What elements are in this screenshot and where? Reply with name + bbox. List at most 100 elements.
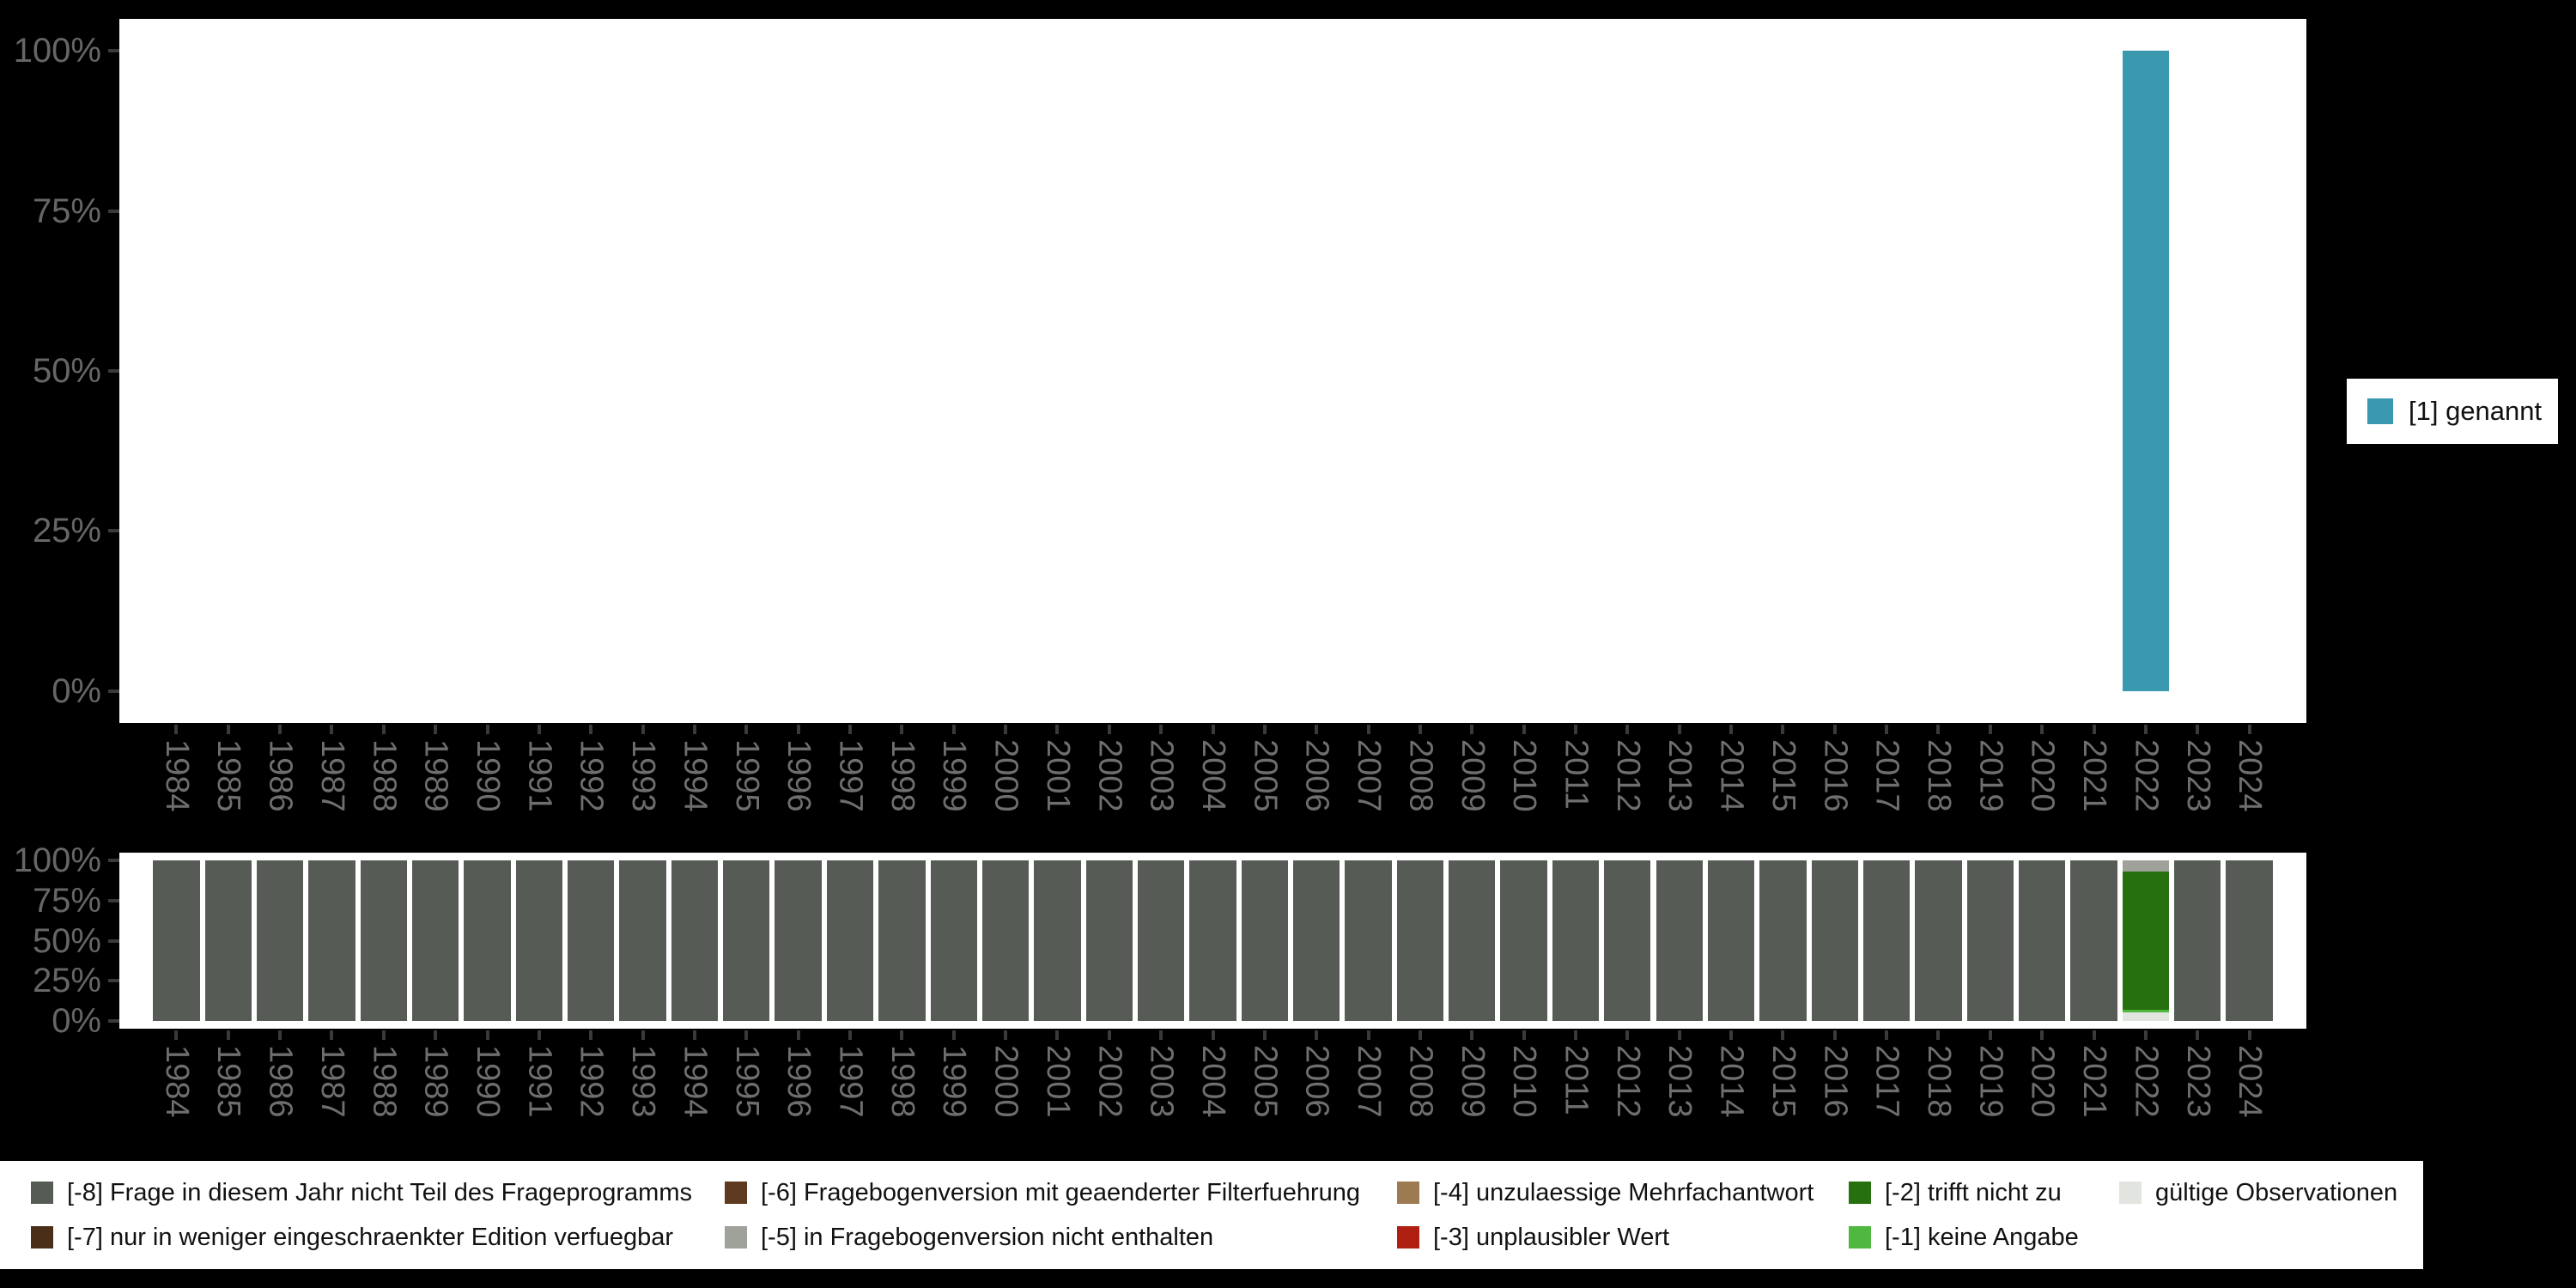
x-tick-label-1996: 1996 (781, 1045, 817, 1118)
legend-label-genannt: [1] genannt (2409, 396, 2543, 426)
x-tick (1055, 1030, 1060, 1040)
legend-item: [-2] trifft nicht zu (1849, 1180, 2062, 1206)
y-tick-label: 0% (52, 1001, 101, 1040)
x-tick (1936, 1030, 1941, 1040)
bar-segment-2022 (2122, 51, 2170, 691)
x-tick (589, 725, 593, 734)
x-tick (278, 725, 283, 734)
x-tick-label-2019: 2019 (1972, 739, 2009, 812)
x-tick-label-2005: 2005 (1247, 1045, 1284, 1118)
x-tick-label-2003: 2003 (1143, 739, 1180, 812)
x-tick (1729, 1030, 1734, 1040)
x-tick-label-2023: 2023 (2179, 739, 2216, 812)
x-tick (1988, 725, 1992, 734)
y-tick (108, 49, 119, 53)
x-tick-label-1996: 1996 (781, 739, 817, 812)
x-tick (692, 725, 696, 734)
x-tick-label-2010: 2010 (1506, 1045, 1543, 1118)
x-tick (1211, 725, 1215, 734)
legend-swatch (725, 1226, 747, 1249)
x-tick (174, 1030, 179, 1040)
x-tick-label-2023: 2023 (2179, 1045, 2216, 1118)
bar-segment-2012 (1604, 860, 1651, 1021)
x-tick-label-2010: 2010 (1506, 739, 1543, 812)
x-tick-label-2002: 2002 (1091, 1045, 1128, 1118)
x-tick-label-1987: 1987 (313, 1045, 350, 1118)
x-tick-label-1998: 1998 (884, 1045, 920, 1118)
x-tick (1004, 1030, 1008, 1040)
x-tick-label-2022: 2022 (2128, 1045, 2165, 1118)
x-tick (1418, 725, 1422, 734)
bar-segment-1990 (464, 860, 511, 1021)
x-tick (1470, 725, 1474, 734)
bar-segment-1987 (308, 860, 355, 1021)
bar-segment-2004 (1189, 860, 1236, 1021)
x-tick (1885, 1030, 1889, 1040)
x-tick-label-1986: 1986 (262, 1045, 299, 1118)
x-tick (1781, 1030, 1785, 1040)
y-tick (108, 369, 119, 373)
x-tick-label-1988: 1988 (366, 739, 403, 812)
x-tick-label-2015: 2015 (1765, 1045, 1801, 1118)
x-tick (1262, 1030, 1267, 1040)
x-tick-label-2017: 2017 (1868, 1045, 1905, 1118)
x-tick-label-1994: 1994 (677, 739, 714, 812)
x-tick-label-2012: 2012 (1609, 739, 1646, 812)
x-tick (1418, 1030, 1422, 1040)
y-tick-label: 100% (13, 841, 101, 880)
bar-segment-2014 (1707, 860, 1755, 1021)
x-tick-label-2018: 2018 (1920, 1045, 1957, 1118)
bar-segment-2019 (1966, 860, 2014, 1021)
legend-item: [-4] unzulaessige Mehrfachantwort (1397, 1180, 1814, 1206)
legend-label: gültige Observationen (2155, 1179, 2398, 1206)
bar-segment-2010 (1500, 860, 1547, 1021)
x-tick (1625, 1030, 1630, 1040)
x-tick-label-2013: 2013 (1662, 1045, 1698, 1118)
y-tick-label: 25% (32, 512, 101, 550)
x-tick-label-2009: 2009 (1454, 739, 1491, 812)
legend-swatch (1849, 1182, 1871, 1204)
y-tick (108, 979, 119, 983)
x-tick-label-2020: 2020 (2024, 739, 2061, 812)
y-tick-label: 75% (32, 881, 101, 920)
x-tick-label-1991: 1991 (521, 739, 558, 812)
y-tick (108, 689, 119, 693)
x-tick-label-1995: 1995 (728, 739, 765, 812)
bar-segment-2022 (2122, 1009, 2170, 1013)
legend-bottom: [-8] Frage in diesem Jahr nicht Teil des… (0, 1161, 2423, 1269)
x-tick-label-2014: 2014 (1713, 739, 1750, 812)
y-tick (108, 939, 119, 943)
x-tick (641, 725, 645, 734)
x-tick (537, 1030, 541, 1040)
x-tick (226, 725, 230, 734)
x-tick-label-1991: 1991 (521, 1045, 558, 1118)
x-tick (1366, 1030, 1370, 1040)
x-tick-label-2021: 2021 (2076, 1045, 2113, 1118)
x-tick-label-1989: 1989 (417, 1045, 454, 1118)
x-tick (381, 1030, 386, 1040)
x-tick-label-2014: 2014 (1713, 1045, 1750, 1118)
bar-segment-2002 (1085, 860, 1133, 1021)
x-tick (744, 725, 749, 734)
x-tick (1366, 725, 1370, 734)
x-tick-label-2008: 2008 (1402, 739, 1439, 812)
x-tick-label-2004: 2004 (1195, 739, 1231, 812)
x-tick-label-2013: 2013 (1662, 739, 1698, 812)
x-tick (1832, 1030, 1837, 1040)
bar-segment-2006 (1293, 860, 1340, 1021)
x-tick (1936, 725, 1941, 734)
bar-segment-1994 (671, 860, 719, 1021)
y-tick-label: 0% (52, 671, 101, 710)
bar-segment-2009 (1449, 860, 1496, 1021)
x-tick (1729, 725, 1734, 734)
x-tick-label-2007: 2007 (1351, 1045, 1388, 1118)
x-tick (744, 1030, 749, 1040)
x-tick-label-2016: 2016 (1817, 739, 1854, 812)
x-tick (692, 1030, 696, 1040)
x-tick-label-2019: 2019 (1972, 1045, 2009, 1118)
legend-swatch (31, 1226, 53, 1249)
legend-swatch-genannt (2367, 398, 2393, 424)
bar-segment-2001 (1034, 860, 1081, 1021)
legend-top: [1] genannt (2347, 379, 2558, 444)
